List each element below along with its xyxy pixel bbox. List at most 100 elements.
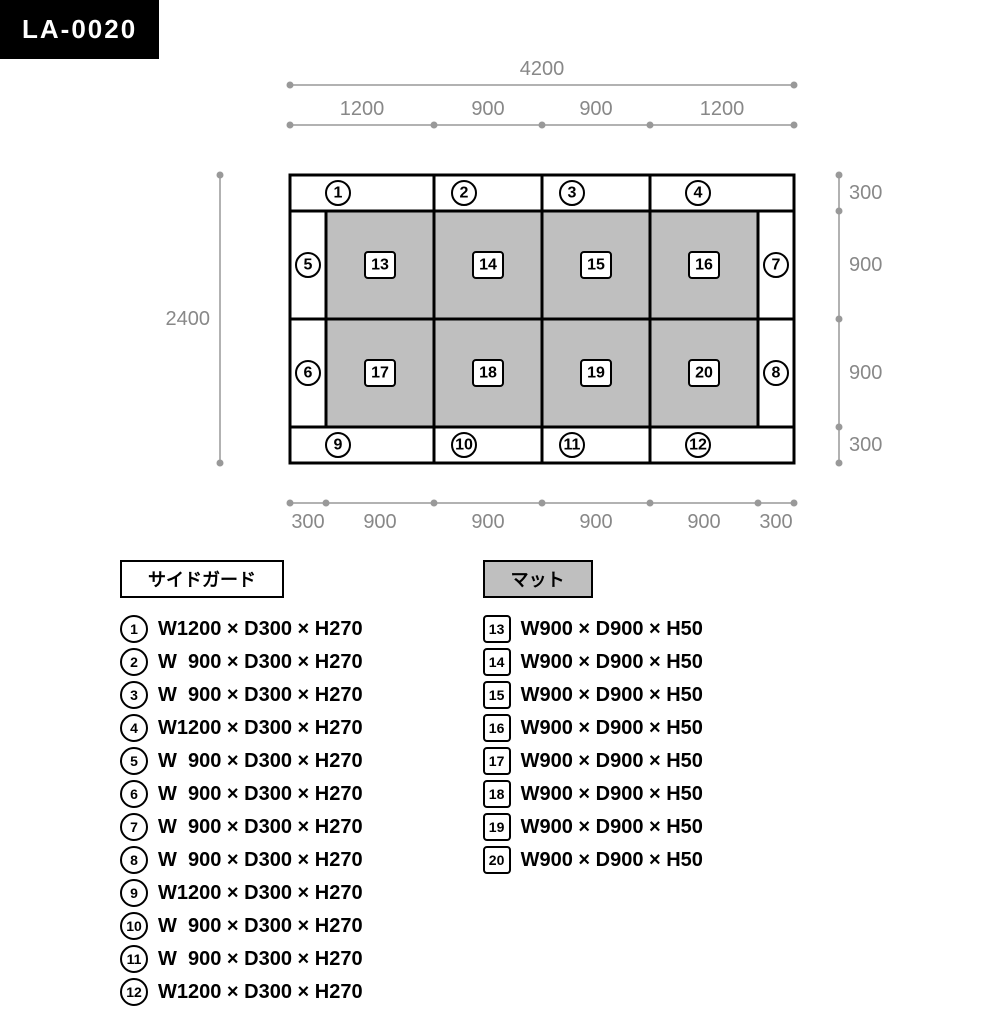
svg-text:900: 900 (687, 511, 720, 533)
legend-marker: 18 (483, 780, 511, 808)
legend-row: 3 W 900 × D300 × H270 (120, 681, 363, 709)
svg-text:7: 7 (772, 257, 781, 274)
svg-text:900: 900 (849, 254, 882, 276)
legend-dim-text: W900 × D900 × H50 (521, 783, 703, 806)
legend-marker: 8 (120, 846, 148, 874)
legend-row: 6 W 900 × D300 × H270 (120, 780, 363, 808)
legend: サイドガード 1 W1200 × D300 × H270 2 W 900 × D300… (120, 560, 703, 1011)
legend-row: 16 W900 × D900 × H50 (483, 714, 703, 742)
legend-marker: 17 (483, 747, 511, 775)
svg-text:300: 300 (849, 434, 882, 456)
legend-dim-text: W900 × D900 × H50 (521, 717, 703, 740)
legend-row: 15 W900 × D900 × H50 (483, 681, 703, 709)
legend-dim-text: W1200 × D300 × H270 (158, 981, 363, 1004)
svg-text:15: 15 (587, 257, 605, 274)
svg-text:1200: 1200 (340, 98, 385, 120)
legend-dim-text: W1200 × D300 × H270 (158, 717, 363, 740)
legend-row: 13 W900 × D900 × H50 (483, 615, 703, 643)
legend-mat-title: マット (483, 560, 593, 598)
svg-text:4200: 4200 (520, 58, 565, 80)
legend-marker: 20 (483, 846, 511, 874)
svg-text:900: 900 (579, 98, 612, 120)
legend-marker: 19 (483, 813, 511, 841)
svg-text:5: 5 (304, 257, 313, 274)
svg-text:1200: 1200 (700, 98, 745, 120)
legend-row: 11 W 900 × D300 × H270 (120, 945, 363, 973)
legend-row: 19 W900 × D900 × H50 (483, 813, 703, 841)
legend-row: 17 W900 × D900 × H50 (483, 747, 703, 775)
legend-dim-text: W 900 × D300 × H270 (158, 750, 363, 773)
svg-text:300: 300 (849, 182, 882, 204)
svg-text:20: 20 (695, 365, 713, 382)
legend-marker: 6 (120, 780, 148, 808)
legend-dim-text: W900 × D900 × H50 (521, 618, 703, 641)
legend-dim-text: W 900 × D300 × H270 (158, 816, 363, 839)
svg-text:18: 18 (479, 365, 497, 382)
svg-text:300: 300 (291, 511, 324, 533)
legend-dim-text: W900 × D900 × H50 (521, 684, 703, 707)
legend-marker: 16 (483, 714, 511, 742)
legend-dim-text: W900 × D900 × H50 (521, 849, 703, 872)
legend-marker: 12 (120, 978, 148, 1006)
svg-text:13: 13 (371, 257, 389, 274)
legend-row: 1 W1200 × D300 × H270 (120, 615, 363, 643)
legend-row: 10 W 900 × D300 × H270 (120, 912, 363, 940)
svg-text:900: 900 (471, 98, 504, 120)
legend-mat-column: マット 13 W900 × D900 × H50 14 W900 × D900 × H… (483, 560, 703, 1011)
legend-dim-text: W900 × D900 × H50 (521, 750, 703, 773)
legend-dim-text: W 900 × D300 × H270 (158, 948, 363, 971)
legend-marker: 10 (120, 912, 148, 940)
legend-row: 8 W 900 × D300 × H270 (120, 846, 363, 874)
legend-row: 4 W1200 × D300 × H270 (120, 714, 363, 742)
legend-dim-text: W 900 × D300 × H270 (158, 849, 363, 872)
svg-text:8: 8 (772, 365, 781, 382)
svg-text:2: 2 (460, 185, 469, 202)
legend-dim-text: W900 × D900 × H50 (521, 816, 703, 839)
legend-marker: 2 (120, 648, 148, 676)
legend-dim-text: W 900 × D300 × H270 (158, 684, 363, 707)
legend-guard-title: サイドガード (120, 560, 284, 598)
legend-marker: 9 (120, 879, 148, 907)
legend-dim-text: W 900 × D300 × H270 (158, 783, 363, 806)
svg-text:10: 10 (455, 437, 473, 454)
svg-text:14: 14 (479, 257, 497, 274)
legend-row: 12 W1200 × D300 × H270 (120, 978, 363, 1006)
legend-marker: 3 (120, 681, 148, 709)
svg-text:11: 11 (564, 437, 581, 454)
svg-text:17: 17 (371, 365, 389, 382)
legend-marker: 5 (120, 747, 148, 775)
legend-marker: 11 (120, 945, 148, 973)
legend-row: 20 W900 × D900 × H50 (483, 846, 703, 874)
legend-marker: 13 (483, 615, 511, 643)
legend-row: 14 W900 × D900 × H50 (483, 648, 703, 676)
svg-text:2400: 2400 (166, 308, 211, 330)
svg-text:6: 6 (304, 365, 313, 382)
legend-marker: 7 (120, 813, 148, 841)
product-code-badge: LA-0020 (0, 0, 159, 59)
svg-text:900: 900 (471, 511, 504, 533)
svg-text:900: 900 (849, 362, 882, 384)
legend-dim-text: W900 × D900 × H50 (521, 651, 703, 674)
svg-text:300: 300 (759, 511, 792, 533)
legend-marker: 15 (483, 681, 511, 709)
svg-text:9: 9 (334, 437, 343, 454)
svg-text:1: 1 (334, 185, 343, 202)
legend-marker: 4 (120, 714, 148, 742)
svg-text:19: 19 (587, 365, 605, 382)
layout-diagram: 4200 1200 900 900 1200 300 900 900 900 900 300 2400… (0, 0, 1000, 560)
svg-text:3: 3 (568, 185, 577, 202)
legend-dim-text: W 900 × D300 × H270 (158, 651, 363, 674)
legend-marker: 14 (483, 648, 511, 676)
svg-text:4: 4 (694, 185, 703, 202)
legend-row: 2 W 900 × D300 × H270 (120, 648, 363, 676)
svg-text:16: 16 (695, 257, 713, 274)
legend-guard-column: サイドガード 1 W1200 × D300 × H270 2 W 900 × D300… (120, 560, 363, 1011)
legend-marker: 1 (120, 615, 148, 643)
legend-row: 5 W 900 × D300 × H270 (120, 747, 363, 775)
svg-text:900: 900 (579, 511, 612, 533)
legend-dim-text: W1200 × D300 × H270 (158, 618, 363, 641)
legend-dim-text: W 900 × D300 × H270 (158, 915, 363, 938)
legend-row: 7 W 900 × D300 × H270 (120, 813, 363, 841)
svg-text:900: 900 (363, 511, 396, 533)
legend-dim-text: W1200 × D300 × H270 (158, 882, 363, 905)
